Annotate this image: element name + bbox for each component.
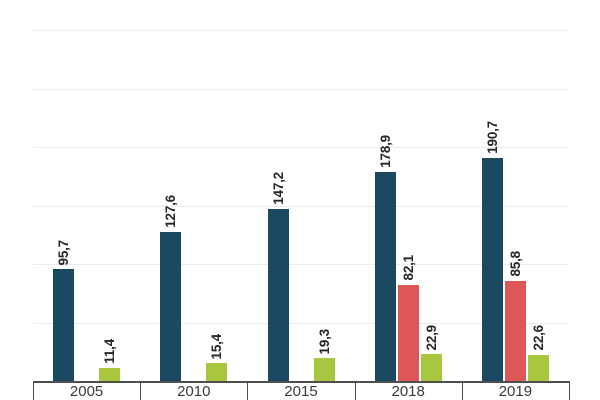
x-axis-separator [355, 381, 356, 400]
bar-green-2010 [206, 363, 228, 381]
x-axis-label-2005: 2005 [69, 383, 104, 400]
value-label-green-2019: 22,6 [530, 325, 546, 351]
gridline [33, 205, 569, 207]
value-label-green-2018: 22,9 [423, 324, 439, 351]
value-label-dark-blue-2015: 147,2 [270, 172, 286, 205]
x-axis-label-2019: 2019 [498, 383, 533, 400]
x-axis-separator [140, 381, 141, 400]
bar-dark-blue-2015 [267, 208, 289, 381]
x-axis-separator [33, 381, 34, 400]
bar-green-2005 [99, 367, 121, 381]
bar-dark-blue-2010 [160, 231, 182, 381]
bar-dark-blue-2019 [481, 157, 503, 381]
value-label-dark-blue-2010: 127,6 [163, 194, 179, 228]
value-label-dark-blue-2005: 95,7 [56, 239, 72, 265]
gridline [33, 147, 569, 148]
x-axis-label-2010: 2010 [177, 383, 211, 400]
bar-green-2015 [313, 358, 335, 381]
bar-red-2019 [504, 280, 526, 381]
x-axis-separator [462, 381, 463, 400]
bar-dark-blue-2005 [53, 269, 75, 381]
bar-red-2018 [397, 284, 419, 381]
x-axis-line [33, 381, 569, 383]
value-label-green-2015: 19,3 [316, 328, 332, 355]
gridline [33, 322, 569, 324]
bar-green-2019 [527, 354, 549, 381]
x-axis-separator [247, 381, 248, 400]
x-axis-label-2018: 2018 [391, 383, 425, 400]
value-label-green-2005: 11,4 [102, 338, 118, 364]
value-label-green-2010: 15,4 [209, 333, 225, 359]
value-label-dark-blue-2019: 190,7 [484, 121, 500, 154]
x-axis-label-2015: 2015 [284, 383, 318, 400]
gridline [33, 30, 569, 31]
bar-green-2018 [420, 354, 442, 381]
value-label-red-2019: 85,8 [507, 251, 523, 277]
value-label-red-2018: 82,1 [400, 255, 416, 281]
gridline [33, 264, 569, 265]
bar-dark-blue-2018 [374, 171, 396, 381]
value-label-dark-blue-2018: 178,9 [377, 134, 393, 168]
x-axis-separator [569, 381, 570, 400]
gridline [33, 88, 569, 90]
